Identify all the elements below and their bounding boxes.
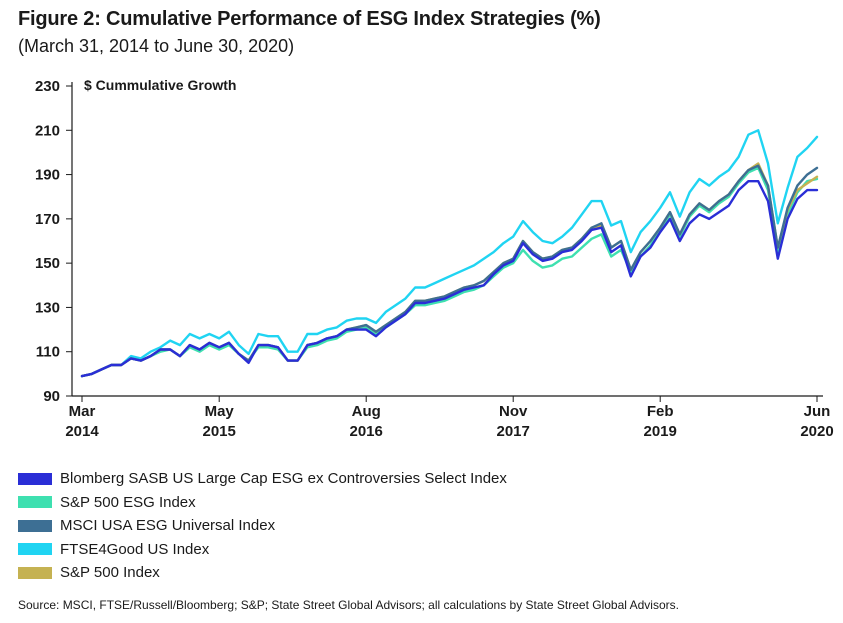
chart-subtitle: (March 31, 2014 to June 30, 2020) (18, 36, 295, 56)
x-tick-label-year: 2016 (350, 423, 383, 440)
legend-item: Blomberg SASB US Large Cap ESG ex Contro… (18, 467, 718, 491)
y-tick-label: 110 (36, 344, 60, 361)
y-tick-label: 210 (35, 122, 60, 139)
x-tick-label-month: Mar (69, 403, 96, 420)
legend-item: S&P 500 ESG Index (18, 491, 718, 515)
x-tick-label-year: 2020 (800, 423, 833, 440)
series-line-2 (80, 166, 819, 378)
y-tick-label: 130 (35, 299, 60, 316)
legend-swatch (18, 496, 52, 509)
legend-label: Blomberg SASB US Large Cap ESG ex Contro… (60, 470, 507, 488)
x-tick-label-month: Nov (499, 403, 528, 420)
legend-swatch (18, 472, 52, 485)
y-axis-label: $ Cummulative Growth (84, 77, 236, 93)
legend-item: S&P 500 Index (18, 561, 718, 585)
y-tick-label: 230 (35, 78, 60, 95)
x-tick-label-month: Aug (352, 403, 381, 420)
legend-swatch (18, 519, 52, 532)
x-tick-label-month: Jun (804, 403, 831, 420)
y-tick-label: 190 (35, 167, 60, 184)
x-tick-label-month: May (205, 403, 235, 420)
x-tick-label-year: 2014 (65, 423, 99, 440)
x-tick-label-year: 2015 (203, 423, 236, 440)
legend-swatch (18, 566, 52, 579)
legend-label: MSCI USA ESG Universal Index (60, 517, 276, 535)
chart-legend: Blomberg SASB US Large Cap ESG ex Contro… (18, 467, 718, 585)
series-line-4 (80, 129, 819, 378)
legend-swatch (18, 543, 52, 556)
legend-label: FTSE4Good US Index (60, 540, 210, 558)
chart-series-lines (80, 129, 819, 378)
source-note: Source: MSCI, FTSE/Russell/Bloomberg; S&… (18, 598, 679, 612)
y-tick-label: 170 (35, 211, 60, 228)
x-tick-label-year: 2017 (497, 423, 530, 440)
series-line-1 (80, 179, 819, 378)
series-line-3 (80, 164, 819, 378)
x-tick-label-year: 2019 (644, 423, 677, 440)
chart-axes: 90 110 130 150 170 190 210 230 Mar 2014 May 2015 Aug… (35, 78, 834, 440)
legend-item: MSCI USA ESG Universal Index (18, 514, 718, 538)
legend-item: FTSE4Good US Index (18, 538, 718, 562)
legend-label: S&P 500 Index (60, 564, 160, 582)
line-chart: 90 110 130 150 170 190 210 230 Mar 2014 May 2015 Aug… (35, 77, 834, 440)
legend-label: S&P 500 ESG Index (60, 493, 196, 511)
x-tick-label-month: Feb (647, 403, 674, 420)
y-tick-label: 90 (43, 388, 60, 405)
chart-title: Figure 2: Cumulative Performance of ESG … (18, 8, 601, 30)
y-tick-label: 150 (35, 255, 60, 272)
series-line-5 (80, 162, 819, 378)
